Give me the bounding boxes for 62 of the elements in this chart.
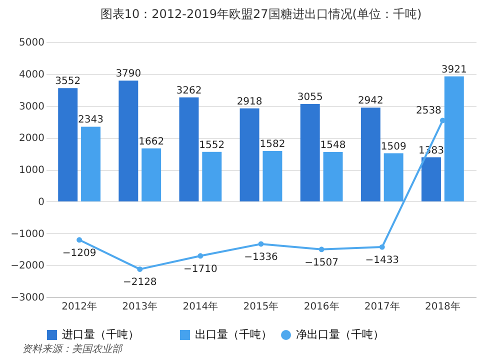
y-tick-label: 4000: [19, 69, 44, 80]
data-label: −1209: [62, 248, 96, 259]
point: [76, 237, 82, 243]
point: [198, 253, 204, 259]
bar: [444, 76, 464, 202]
point: [137, 266, 143, 272]
legend-label: 出口量（千吨）: [195, 328, 272, 341]
y-tick-label: 0: [38, 196, 44, 208]
bar: [360, 108, 380, 202]
y-tick-label: 5000: [19, 38, 44, 48]
data-label: −1507: [304, 257, 338, 268]
bar: [421, 157, 441, 202]
bar: [58, 88, 78, 202]
data-label: −1710: [184, 264, 218, 275]
data-label: 1662: [138, 136, 164, 148]
data-label: 3552: [55, 76, 81, 88]
data-label: 1509: [380, 141, 406, 152]
bar: [118, 80, 138, 202]
point: [379, 244, 385, 250]
y-tick-label: −3000: [10, 292, 44, 304]
y-tick-label: 2000: [19, 133, 44, 144]
bar: [81, 126, 101, 202]
bar: [262, 150, 282, 202]
data-label: 3921: [441, 64, 467, 76]
text: 资料来源：美国农业部: [21, 342, 124, 357]
y-tick-label: 1000: [19, 165, 44, 176]
data-label: 1552: [199, 140, 225, 151]
bar: [240, 108, 260, 202]
x-tick-label: 2018年: [424, 300, 460, 312]
data-label: −1433: [365, 255, 400, 266]
bar: [300, 104, 320, 202]
data-label: 2918: [236, 96, 262, 108]
data-label: −1336: [244, 252, 278, 263]
x-tick-label: 2012年: [62, 300, 98, 312]
y-tick-label: 3000: [19, 101, 44, 112]
bar: [202, 152, 222, 202]
point: [318, 246, 324, 252]
x-tick-label: 2013年: [122, 300, 158, 312]
data-label: −2128: [122, 277, 157, 288]
data-label: 2343: [78, 114, 104, 126]
chart-title: 图表10：2012-2019年欧盟27国糖进出口情况(单位：千吨): [100, 7, 422, 21]
legend-label: 净出口量（千吨）: [296, 328, 384, 341]
x-tick-label: 2014年: [182, 300, 218, 312]
x-tick-label: 2015年: [243, 300, 279, 312]
data-label: 2538: [416, 105, 442, 116]
point: [440, 118, 446, 124]
bar: [142, 148, 162, 202]
bar: [323, 152, 343, 202]
data-label: 1548: [320, 140, 346, 152]
data-label: 3262: [176, 85, 202, 96]
x-tick-label: 2016年: [304, 300, 340, 312]
data-label: 3055: [297, 92, 323, 103]
x-tick-label: 2017年: [364, 300, 400, 312]
y-tick-label: −1000: [10, 228, 44, 240]
bar: [384, 153, 404, 202]
data-label: 3790: [116, 68, 142, 80]
bar: [179, 97, 199, 202]
data-label: 2942: [358, 96, 384, 107]
point: [258, 241, 264, 247]
y-tick-label: −2000: [10, 260, 44, 272]
legend-label: 进口量（千吨）: [62, 328, 139, 341]
data-label: 1582: [260, 138, 286, 150]
